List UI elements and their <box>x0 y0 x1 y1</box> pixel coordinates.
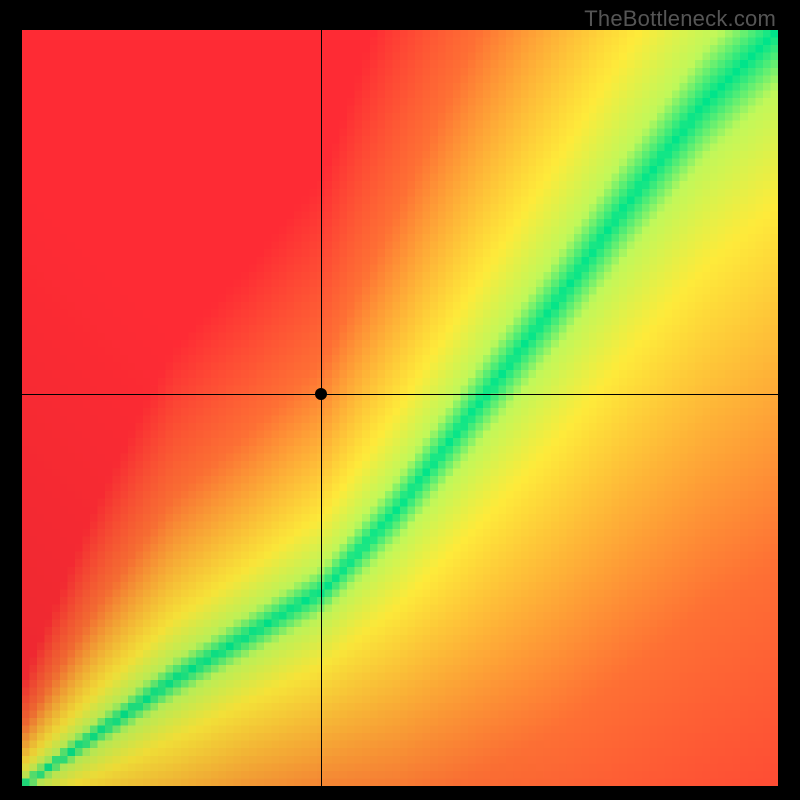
watermark-text: TheBottleneck.com <box>584 6 776 32</box>
heatmap-canvas <box>22 30 778 786</box>
crosshair-horizontal <box>22 394 778 395</box>
crosshair-vertical <box>321 30 322 786</box>
marker-point <box>315 388 327 400</box>
heatmap-plot <box>22 30 778 786</box>
